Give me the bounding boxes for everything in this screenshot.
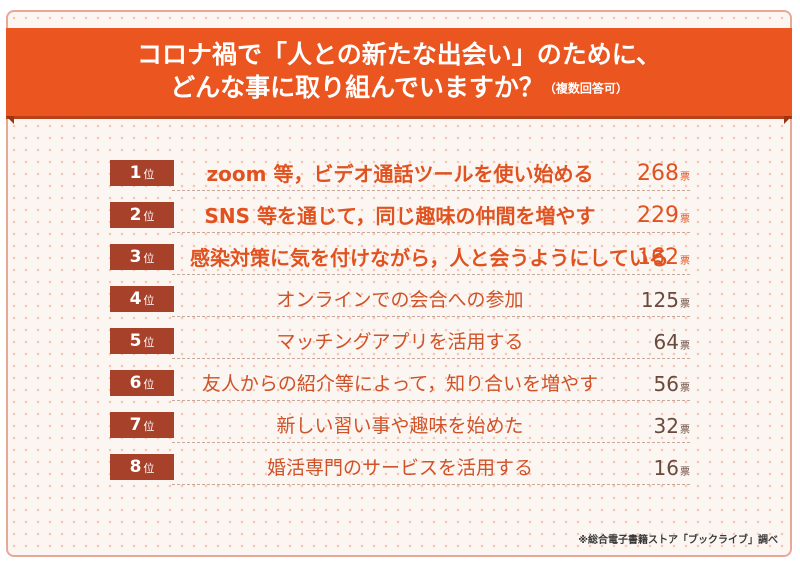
row-divider (172, 442, 690, 443)
rank-number: 3 (129, 247, 142, 267)
rank-unit: 位 (143, 210, 155, 223)
answer-label: 感染対策に気を付けながら，人と会うようにしている (190, 246, 669, 270)
ranking-row: 4 位 オンラインでの会合への参加 125票 (110, 283, 690, 325)
answer-label: 友人からの紹介等によって，知り合いを増やす (201, 373, 599, 395)
vote-number: 16 (653, 456, 679, 480)
vote-number: 125 (640, 288, 679, 312)
rank-unit: 位 (143, 168, 155, 181)
answer-label: オンラインでの会合への参加 (276, 289, 524, 311)
answer-label: zoom 等，ビデオ通話ツールを使い始める (206, 162, 594, 186)
vote-unit: 票 (680, 383, 690, 394)
rank-number: 5 (129, 331, 142, 351)
vote-count: 56票 (654, 369, 690, 404)
rank-number: 8 (129, 457, 142, 477)
row-divider (172, 232, 690, 233)
source-note: ※総合電子書籍ストア「ブックライブ」調べ (578, 535, 778, 546)
title-note: （複数回答可） (543, 81, 628, 96)
rank-unit: 位 (143, 420, 155, 433)
ranking-table: 1 位 zoom 等，ビデオ通話ツールを使い始める 268票 2 位 SNS 等を通じて，同… (110, 157, 690, 493)
answer-label: SNS 等を通じて，同じ趣味の仲間を増やす (204, 204, 596, 228)
ranking-row: 1 位 zoom 等，ビデオ通話ツールを使い始める 268票 (110, 157, 690, 199)
ranking-row: 8 位 婚活専門のサービスを活用する 16票 (110, 451, 690, 493)
vote-unit: 票 (680, 467, 690, 478)
vote-count: 64票 (654, 327, 690, 362)
vote-count: 268票 (637, 159, 690, 193)
answer-label: マッチングアプリを活用する (276, 331, 524, 353)
rank-unit: 位 (143, 294, 155, 307)
vote-unit: 票 (680, 172, 690, 183)
vote-count: 229票 (637, 201, 690, 235)
rank-number: 2 (129, 205, 142, 225)
vote-number: 162 (637, 245, 679, 270)
rank-unit: 位 (143, 378, 155, 391)
row-divider (172, 358, 690, 359)
vote-number: 32 (653, 414, 679, 438)
chart-title: コロナ禍で「人との新たな出会い」のために、 どんな事に取り組んでいますか？（複数… (6, 38, 792, 106)
ranking-row: 2 位 SNS 等を通じて，同じ趣味の仲間を増やす 229票 (110, 199, 690, 241)
rank-unit: 位 (143, 252, 155, 265)
vote-count: 162票 (637, 243, 690, 277)
banner-fold-right (784, 116, 792, 124)
row-divider (172, 190, 690, 191)
row-divider (172, 316, 690, 317)
answer-label: 新しい習い事や趣味を始めた (276, 415, 524, 437)
ranking-row: 7 位 新しい習い事や趣味を始めた 32票 (110, 409, 690, 451)
vote-unit: 票 (680, 214, 690, 225)
vote-number: 268 (637, 161, 679, 186)
vote-number: 229 (637, 203, 679, 228)
vote-unit: 票 (680, 341, 690, 352)
title-line-2-text: どんな事に取り組んでいますか？ (170, 73, 544, 102)
vote-unit: 票 (680, 256, 690, 267)
ranking-row: 5 位 マッチングアプリを活用する 64票 (110, 325, 690, 367)
vote-count: 125票 (641, 285, 690, 320)
title-banner (6, 28, 792, 116)
rank-number: 6 (129, 373, 142, 393)
rank-unit: 位 (143, 336, 155, 349)
title-line-1: コロナ禍で「人との新たな出会い」のために、 (136, 40, 661, 69)
answer-label: 婚活専門のサービスを活用する (266, 457, 533, 479)
row-divider (172, 274, 690, 275)
ranking-row: 6 位 友人からの紹介等によって，知り合いを増やす 56票 (110, 367, 690, 409)
rank-unit: 位 (143, 462, 155, 475)
rank-number: 4 (129, 289, 142, 309)
vote-count: 16票 (654, 453, 690, 488)
vote-unit: 票 (680, 299, 690, 310)
vote-number: 56 (653, 372, 679, 396)
rank-number: 1 (129, 163, 142, 183)
vote-count: 32票 (654, 411, 690, 446)
row-divider (172, 400, 690, 401)
title-line-2: どんな事に取り組んでいますか？（複数回答可） (6, 71, 792, 106)
rank-number: 7 (129, 415, 142, 435)
vote-unit: 票 (680, 425, 690, 436)
ranking-row: 3 位感染対策に気を付けながら，人と会うようにしている 162票 (110, 241, 690, 283)
banner-fold-left (6, 116, 14, 124)
vote-number: 64 (653, 330, 679, 354)
row-divider (172, 484, 690, 485)
